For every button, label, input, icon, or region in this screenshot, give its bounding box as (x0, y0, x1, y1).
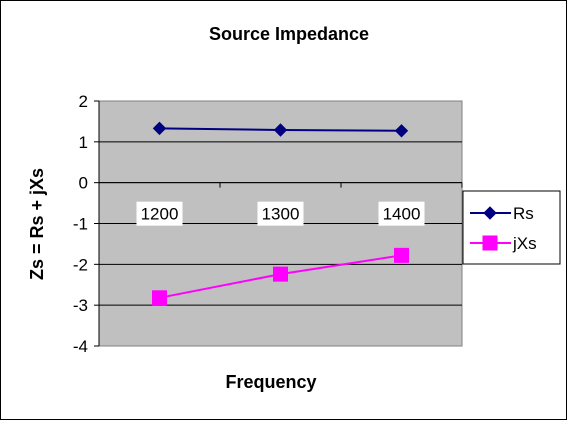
square-marker (273, 266, 288, 282)
square-marker (152, 290, 167, 306)
legend-items: Rs jXs (470, 204, 537, 253)
series-rs (152, 121, 409, 138)
legend-box (462, 190, 561, 265)
y-tick-label: 2 (79, 92, 88, 111)
y-axis-ticks: 2 1 0 -1 -2 -3 -4 (73, 92, 463, 356)
series-layer (152, 121, 409, 306)
y-tick-label: -2 (73, 255, 88, 274)
x-tick-label: 1200 (141, 205, 179, 224)
diamond-marker (394, 124, 409, 138)
series-jxs (152, 247, 409, 306)
legend-square-marker (482, 235, 498, 251)
y-tick-label: -1 (73, 215, 88, 234)
diamond-marker (273, 123, 288, 137)
y-tick-label: 0 (79, 174, 88, 193)
legend-diamond-marker (483, 206, 497, 220)
x-tick-label-bg (136, 201, 183, 226)
y-tick-label: -4 (73, 337, 88, 356)
legend-item-jxs: jXs (470, 234, 537, 253)
x-tick-label-bg (257, 201, 304, 226)
x-axis-tick-labels: 1200 1300 1400 (136, 201, 425, 226)
legend-label: Rs (513, 204, 534, 223)
diamond-marker (152, 121, 167, 136)
x-axis-title: Frequency (225, 372, 316, 392)
x-tick-label-bg (378, 201, 425, 226)
x-tick-label: 1300 (262, 205, 300, 224)
y-axis-title: Zs = Rs + jXs (27, 168, 47, 280)
x-tick-label: 1400 (383, 205, 421, 224)
chart-title: Source Impedance (209, 24, 369, 44)
y-tick-label: -3 (73, 296, 88, 315)
legend-label: jXs (512, 234, 537, 253)
square-marker (394, 247, 409, 263)
plot-area: 2 1 0 -1 -2 -3 -4 1200 1300 1400 (73, 92, 463, 356)
legend: Rs jXs (462, 190, 561, 265)
y-tick-label: 1 (79, 133, 88, 152)
legend-item-rs: Rs (470, 204, 534, 223)
